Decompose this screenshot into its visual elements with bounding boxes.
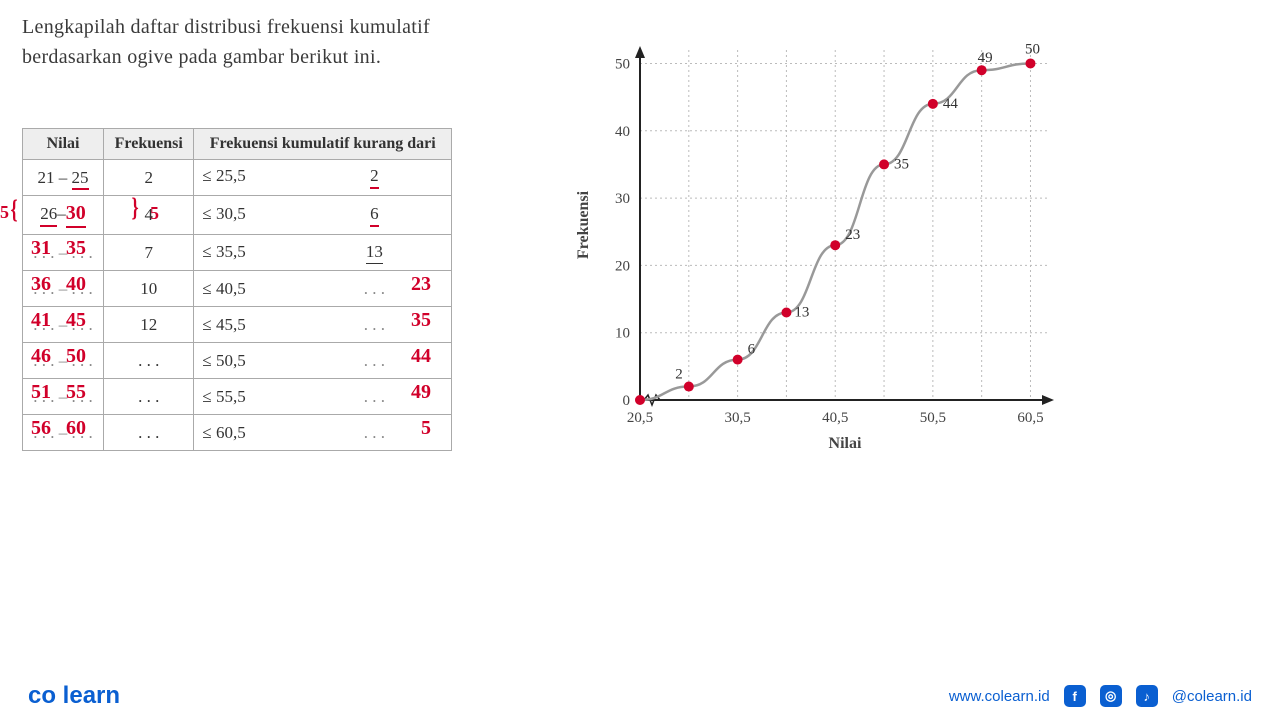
facebook-icon[interactable]: f [1064, 685, 1086, 707]
table-row: 21 – 252≤ 25,52 [23, 160, 452, 196]
svg-text:13: 13 [794, 305, 809, 321]
kumulatif-cell: ≤ 60,55. . . [194, 415, 452, 451]
svg-text:50,5: 50,5 [920, 410, 946, 426]
frekuensi-cell: 12 [104, 307, 194, 343]
svg-text:0: 0 [623, 393, 631, 409]
frekuensi-cell: . . . [104, 379, 194, 415]
svg-text:60,5: 60,5 [1017, 410, 1043, 426]
col-header-kumulatif: Frekuensi kumulatif kurang dari [194, 129, 452, 160]
kumulatif-cell: ≤ 35,513 [194, 235, 452, 271]
frequency-table: Nilai Frekuensi Frekuensi kumulatif kura… [22, 128, 452, 451]
svg-text:50: 50 [615, 56, 630, 72]
table-row: 41 45. . . – . . .12≤ 45,535. . . [23, 307, 452, 343]
instagram-icon[interactable]: ◎ [1100, 685, 1122, 707]
frekuensi-cell: 2 [104, 160, 194, 196]
instruction-text: Lengkapilah daftar distribusi frekuensi … [22, 12, 442, 72]
svg-text:35: 35 [894, 156, 909, 172]
svg-text:Nilai: Nilai [829, 435, 862, 452]
brace-annotation: 5{ } 5 [0, 195, 19, 225]
svg-text:50: 50 [1025, 41, 1040, 57]
frekuensi-cell: . . . [104, 415, 194, 451]
svg-text:23: 23 [845, 227, 860, 243]
nilai-cell: 46 50. . . – . . . [23, 343, 104, 379]
table-row: 56 60. . . – . . .. . .≤ 60,55. . . [23, 415, 452, 451]
table-row: 51 55. . . – . . .. . .≤ 55,549. . . [23, 379, 452, 415]
kumulatif-cell: ≤ 45,535. . . [194, 307, 452, 343]
nilai-cell: 51 55. . . – . . . [23, 379, 104, 415]
frekuensi-cell: 7 [104, 235, 194, 271]
tiktok-icon[interactable]: ♪ [1136, 685, 1158, 707]
table-row: 26 – 304≤ 30,56 [23, 196, 452, 235]
kumulatif-cell: ≤ 25,52 [194, 160, 452, 196]
svg-text:49: 49 [978, 50, 993, 66]
table-row: 31 35. . . – . . .7≤ 35,513 [23, 235, 452, 271]
footer-handle[interactable]: @colearn.id [1172, 688, 1252, 705]
svg-text:Frekuensi: Frekuensi [575, 190, 592, 259]
svg-text:2: 2 [675, 367, 683, 383]
col-header-nilai: Nilai [23, 129, 104, 160]
frekuensi-cell: 10 [104, 271, 194, 307]
nilai-cell: 56 60. . . – . . . [23, 415, 104, 451]
frekuensi-cell: . . . [104, 343, 194, 379]
svg-text:10: 10 [615, 326, 630, 342]
svg-text:30,5: 30,5 [724, 410, 750, 426]
kumulatif-cell: ≤ 30,56 [194, 196, 452, 235]
nilai-cell: 26 – 30 [23, 196, 104, 235]
table-row: 46 50. . . – . . .. . .≤ 50,544. . . [23, 343, 452, 379]
svg-text:44: 44 [943, 96, 959, 112]
kumulatif-cell: ≤ 40,523. . . [194, 271, 452, 307]
nilai-cell: 31 35. . . – . . . [23, 235, 104, 271]
svg-text:6: 6 [748, 342, 756, 358]
nilai-cell: 41 45. . . – . . . [23, 307, 104, 343]
kumulatif-cell: ≤ 50,544. . . [194, 343, 452, 379]
brand-logo: co learn [28, 682, 120, 710]
svg-text:30: 30 [615, 191, 630, 207]
svg-text:40,5: 40,5 [822, 410, 848, 426]
svg-text:40: 40 [615, 124, 630, 140]
svg-text:20: 20 [615, 258, 630, 274]
svg-text:20,5: 20,5 [627, 410, 653, 426]
nilai-cell: 36 40. . . – . . . [23, 271, 104, 307]
table-row: 36 40. . . – . . .10≤ 40,523. . . [23, 271, 452, 307]
ogive-chart: 0 10 20 30 40 50 20,5 30,5 40,5 50,5 60,5 Nilai Frek… [570, 30, 1070, 460]
frekuensi-cell: 4 [104, 196, 194, 235]
footer-url[interactable]: www.colearn.id [949, 688, 1050, 705]
footer-bar: co learn www.colearn.id f ◎ ♪ @colearn.i… [0, 672, 1280, 720]
nilai-cell: 21 – 25 [23, 160, 104, 196]
kumulatif-cell: ≤ 55,549. . . [194, 379, 452, 415]
col-header-frekuensi: Frekuensi [104, 129, 194, 160]
